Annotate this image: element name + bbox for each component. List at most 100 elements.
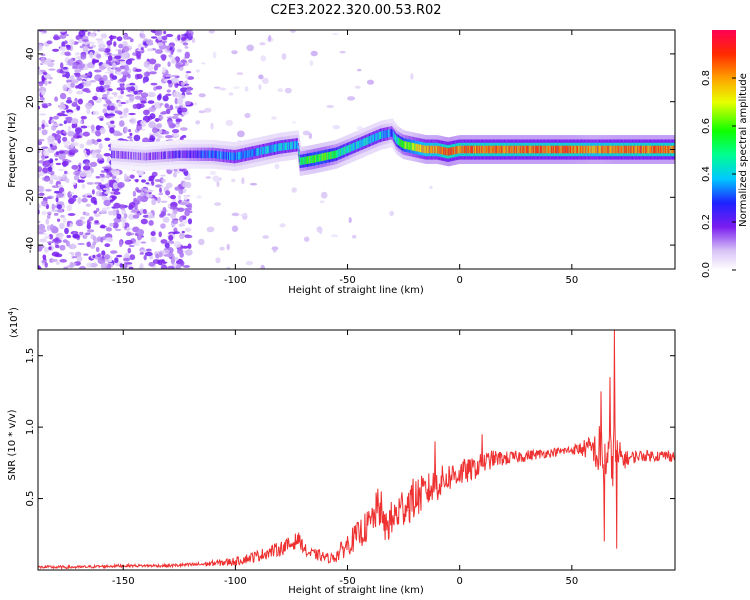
- noise-blob: [78, 30, 86, 38]
- noise-blob: [96, 207, 100, 212]
- spectrogram-ylabel: Frequency (Hz): [7, 112, 18, 188]
- noise-blob: [77, 38, 84, 44]
- noise-blob: [51, 125, 57, 131]
- noise-blob: [124, 126, 128, 134]
- noise-blob: [65, 34, 69, 37]
- noise-blob: [64, 51, 71, 56]
- noise-blob: [179, 223, 184, 228]
- noise-blob: [159, 115, 164, 120]
- noise-blob: [104, 254, 111, 260]
- spectrogram-ticks: -150 -100 -50 0 50 -40 -20 0 20 40: [25, 30, 675, 286]
- noise-blob: [147, 215, 156, 219]
- noise-blob: [88, 46, 93, 49]
- noise-blob: [95, 86, 101, 93]
- noise-blob: [183, 169, 188, 172]
- noise-blob: [135, 179, 139, 183]
- noise-blob: [40, 57, 46, 64]
- noise-blob: [166, 107, 171, 110]
- noise-blob: [319, 200, 325, 204]
- noise-blob: [88, 216, 94, 221]
- noise-blob: [271, 116, 277, 120]
- noise-blob: [90, 234, 95, 240]
- noise-blob: [112, 182, 119, 190]
- noise-blob: [180, 81, 185, 86]
- noise-blob: [60, 214, 65, 218]
- noise-blob: [173, 231, 180, 235]
- noise-blob: [165, 108, 171, 115]
- noise-blob: [72, 233, 80, 239]
- noise-blob: [94, 149, 102, 153]
- noise-blob: [126, 226, 130, 233]
- noise-blob: [111, 187, 120, 192]
- noise-blob: [121, 71, 129, 75]
- noise-blob: [86, 139, 93, 145]
- noise-blob: [38, 127, 42, 131]
- noise-blob: [148, 191, 152, 195]
- noise-blob: [38, 192, 45, 196]
- noise-blob: [124, 239, 133, 245]
- noise-blob: [90, 196, 97, 204]
- colorbar-tick-label: 0.8: [701, 70, 712, 86]
- noise-blob: [102, 108, 108, 114]
- noise-blob: [139, 252, 144, 255]
- noise-blob: [101, 250, 106, 256]
- noise-blob: [161, 66, 166, 73]
- noise-blob: [49, 158, 54, 164]
- noise-blob: [74, 73, 81, 78]
- noise-blob: [103, 48, 111, 53]
- y-tick-label: -20: [25, 189, 36, 205]
- noise-blob: [44, 247, 50, 253]
- noise-blob: [152, 127, 158, 134]
- noise-blob: [66, 220, 70, 227]
- noise-blob: [389, 210, 395, 216]
- noise-blob: [95, 38, 104, 41]
- noise-blob: [84, 102, 93, 110]
- noise-blob: [100, 33, 108, 39]
- noise-blob: [147, 100, 155, 104]
- noise-blob: [146, 38, 153, 46]
- noise-blob: [268, 35, 272, 42]
- noise-blob: [66, 99, 73, 104]
- noise-blob: [59, 30, 67, 33]
- noise-blob: [162, 95, 169, 102]
- y-tick-label: 0.5: [25, 491, 36, 507]
- noise-blob: [169, 206, 177, 210]
- noise-blob: [214, 202, 222, 206]
- noise-blob: [107, 96, 114, 100]
- noise-blob: [357, 68, 362, 72]
- colorbar-ticks: 0.0 0.2 0.4 0.6 0.8: [701, 70, 736, 278]
- noise-blob: [95, 129, 102, 137]
- noise-blob: [85, 212, 90, 216]
- noise-blob: [79, 231, 84, 236]
- noise-blob: [117, 182, 125, 188]
- noise-blob: [92, 110, 100, 116]
- noise-blob: [63, 120, 67, 125]
- noise-blob: [41, 123, 45, 130]
- noise-blob: [218, 87, 227, 91]
- noise-blob: [68, 88, 73, 95]
- noise-blob: [274, 163, 280, 170]
- noise-blob: [173, 91, 181, 98]
- noise-blob: [75, 219, 84, 227]
- noise-blob: [125, 99, 129, 104]
- noise-blob: [162, 249, 171, 254]
- noise-blob: [150, 82, 158, 86]
- noise-blob: [178, 216, 184, 222]
- noise-blob: [158, 251, 163, 258]
- noise-blob: [68, 147, 77, 150]
- noise-blob: [184, 39, 191, 42]
- noise-blob: [94, 213, 101, 217]
- noise-blob: [352, 234, 357, 239]
- noise-blob: [105, 59, 111, 65]
- noise-blob: [244, 112, 251, 119]
- noise-blob: [160, 77, 167, 84]
- noise-blob: [65, 71, 70, 79]
- noise-blob: [106, 174, 110, 179]
- noise-blob: [204, 107, 212, 113]
- noise-blob: [119, 240, 123, 248]
- snr-ylabel: SNR (10 * v/v): [7, 409, 18, 480]
- noise-blob: [138, 265, 144, 269]
- noise-blob: [70, 61, 75, 63]
- noise-blob: [79, 216, 86, 220]
- noise-blob: [38, 244, 45, 249]
